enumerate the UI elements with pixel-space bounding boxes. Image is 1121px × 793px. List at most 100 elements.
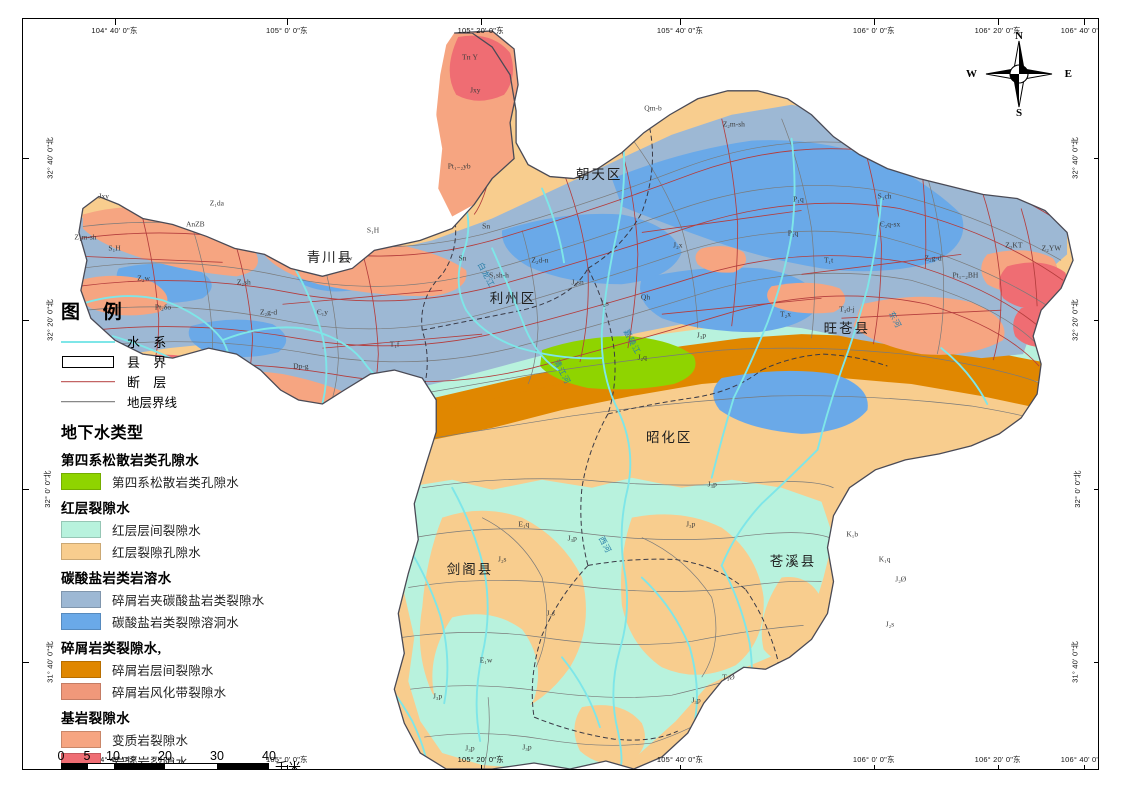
longitude-label: 106° 40' 0"东 (1060, 755, 1099, 764)
graticule-tick (873, 19, 875, 25)
geo-unit-label: Є₂q-sх (879, 219, 901, 229)
compass-east-label: E (1064, 68, 1072, 80)
graticule-tick (1094, 158, 1098, 160)
scale-tick-label: 40 (262, 749, 276, 763)
legend-item[interactable]: 碎屑岩夹碳酸盐岩类裂隙水 (61, 590, 311, 609)
county-label: 青川县 (306, 249, 354, 265)
graticule-tick (997, 19, 999, 25)
graticule-tick (23, 319, 29, 321)
geo-unit-label: S₁H (366, 225, 380, 235)
graticule-tick (1094, 489, 1098, 490)
county-label: 利州区 (489, 291, 537, 307)
legend-item-label: 碎屑岩层间裂隙水 (112, 664, 214, 678)
legend: 图 例 水 系县 界断 层地层界线 地下水类型 第四系松散岩类孔隙水 第四系松散岩… (61, 297, 311, 769)
county-boundary-symbol (61, 355, 115, 368)
legend-row-fault[interactable]: 断 层 (61, 372, 311, 391)
legend-item[interactable]: 第四系松散岩类孔隙水 (61, 472, 311, 491)
legend-item[interactable]: 碎屑岩风化带裂隙水 (61, 682, 311, 701)
geo-unit-label: Sn (482, 221, 491, 231)
legend-item-label: 红层裂隙孔隙水 (112, 546, 201, 560)
graticule-tick (997, 765, 999, 769)
scale-bar-numbers: 0 5 10 20 30 40 (57, 749, 311, 763)
longitude-label: 106° 0' 0"东 (852, 755, 895, 764)
geo-unit-label: S₁H (108, 243, 121, 253)
graticule-tick (679, 19, 681, 25)
county-label: 旺苍县 (823, 321, 871, 337)
scale-bar-unit: 千米 (275, 760, 302, 770)
geo-unit-label: Z₂sh (236, 277, 251, 287)
county-label: 剑阁县 (446, 561, 494, 577)
scale-tick-label: 30 (210, 749, 224, 763)
geo-unit-label: J₃p (707, 479, 717, 489)
legend-label: 断 层 (127, 375, 172, 390)
scale-tick-label: 10 (106, 749, 120, 763)
latitude-label: 32° 40' 0"北 (1070, 137, 1080, 180)
graticule-tick (480, 765, 482, 769)
county-label: 昭化区 (645, 430, 693, 446)
geo-unit-label: AnZB (185, 219, 205, 229)
legend-swatch (61, 683, 101, 700)
geo-unit-label: Z₂w (137, 273, 150, 283)
longitude-label: 105° 40' 0"东 (656, 755, 704, 764)
graticule-tick (23, 158, 29, 160)
scale-bar-graphic (61, 763, 269, 769)
scale-tick-label: 0 (57, 749, 65, 763)
geo-unit-label: Z₁da (209, 198, 224, 208)
legend-swatch (61, 613, 101, 630)
geo-unit-label: Z₂YW (1041, 243, 1062, 253)
legend-section-title: 地下水类型 (61, 425, 144, 442)
legend-item[interactable]: 碳酸盐岩类裂隙溶洞水 (61, 612, 311, 631)
geo-unit-label: J₂q (637, 352, 647, 362)
legend-item[interactable]: 红层层间裂隙水 (61, 520, 311, 539)
longitude-label: 105° 40' 0"东 (656, 26, 704, 35)
scale-bar: 0 5 10 20 30 40 千米 (57, 749, 311, 770)
latitude-label: 32° 20' 0"北 (45, 298, 55, 341)
geo-unit-label: Jxy (470, 85, 481, 95)
legend-swatch (61, 543, 101, 560)
legend-item[interactable]: 红层裂隙孔隙水 (61, 542, 311, 561)
geo-unit-label: J₃p (522, 742, 532, 752)
geo-unit-label: T₃d-j (839, 304, 855, 314)
geo-unit-label: T₁f (389, 339, 400, 349)
geo-unit-label: T₃Ø (722, 672, 735, 682)
longitude-label: 105° 20' 0"东 (457, 755, 504, 764)
geo-unit-label: Z₂d-n (531, 255, 549, 265)
geo-unit-label: Z₂g-d (259, 307, 278, 317)
geo-unit-label: Z₂g-d (924, 253, 942, 263)
legend-group-heading: 碎屑岩类裂隙水, (61, 641, 162, 656)
geo-unit-label: T₂x (780, 309, 791, 319)
longitude-label: 104° 40' 0"东 (91, 755, 138, 764)
geo-unit-label: Qh (640, 292, 651, 302)
legend-label: 县 界 (127, 355, 172, 370)
water-system-symbol (61, 336, 115, 348)
geo-unit-label: S₁sh-h (489, 270, 509, 280)
graticule-tick (1083, 19, 1085, 25)
graticule-tick (114, 19, 116, 25)
geo-unit-label: Tп Y (462, 52, 478, 62)
longitude-label: 106° 20' 0"东 (974, 26, 1021, 35)
legend-row-water-system[interactable]: 水 系 (61, 332, 311, 351)
latitude-label: 32° 0' 0"北 (1072, 470, 1082, 508)
legend-row-county-boundary[interactable]: 县 界 (61, 352, 311, 371)
latitude-label: 31° 40' 0"北 (45, 641, 55, 683)
legend-row-strata-boundary[interactable]: 地层界线 (61, 392, 311, 411)
compass-icon (985, 40, 1053, 108)
legend-swatch (61, 521, 101, 538)
map-canvas[interactable] (23, 19, 1098, 769)
legend-line-symbols: 水 系县 界断 层地层界线 (61, 332, 311, 411)
fault-symbol (61, 376, 115, 388)
legend-item[interactable]: 变质岩裂隙水 (61, 730, 311, 749)
graticule-tick (679, 765, 681, 769)
latitude-label: 31° 40' 0"北 (1070, 641, 1080, 683)
latitude-label: 32° 0' 0"北 (43, 470, 53, 508)
geo-unit-label: J₂s (546, 608, 555, 618)
legend-item-label: 碎屑岩风化带裂隙水 (112, 686, 227, 700)
legend-item[interactable]: 碎屑岩层间裂隙水 (61, 660, 311, 679)
legend-group-heading: 第四系松散岩类孔隙水 (61, 453, 199, 468)
compass-north-label: N (1015, 30, 1023, 42)
latitude-label: 32° 40' 0"北 (45, 137, 55, 180)
graticule-tick (286, 19, 288, 25)
geo-unit-label: Є₁y (316, 307, 329, 317)
geo-unit-label: J₃p (686, 519, 696, 529)
geo-unit-label: P₁q (787, 228, 799, 238)
